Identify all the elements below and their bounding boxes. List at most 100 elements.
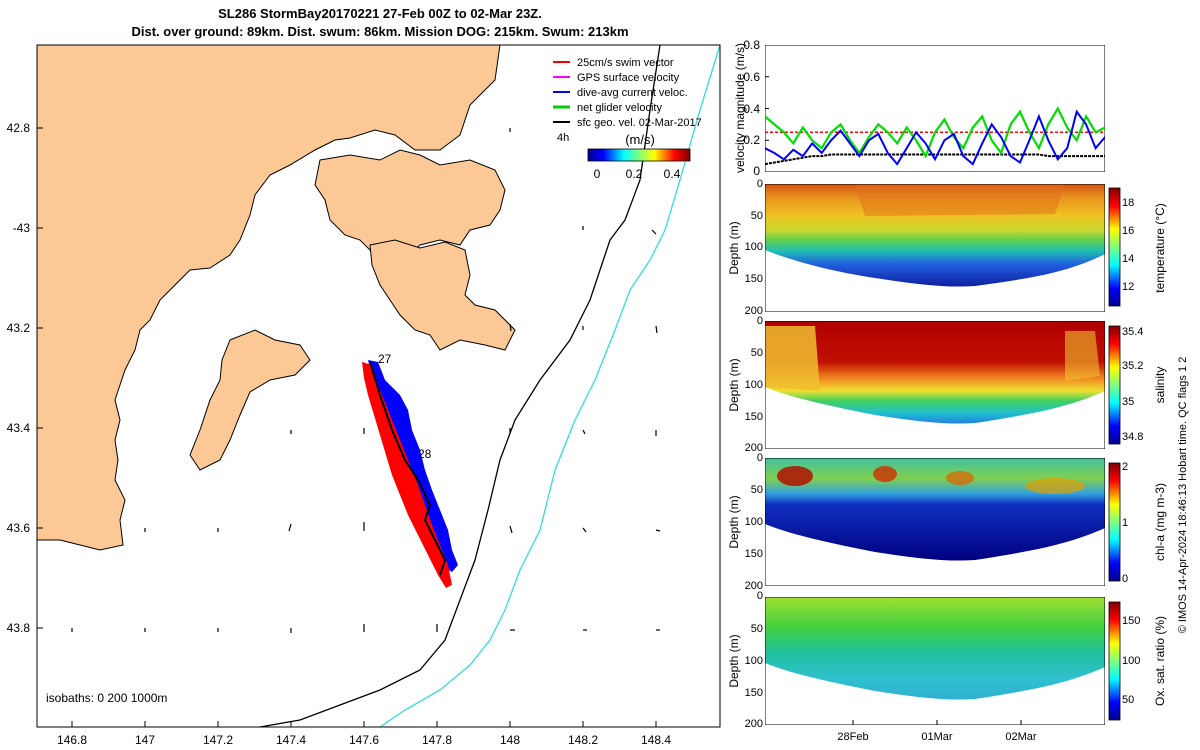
chlorophyll-section (765, 458, 1105, 586)
colorbar-tick-label: 0.2 (626, 167, 643, 181)
map-x-tick-label: 148 (500, 733, 520, 747)
chlorophyll-colorbar (1108, 462, 1121, 582)
velocity-panel (765, 45, 1105, 172)
depth-tick-label: 0 (756, 452, 763, 464)
time-tick-label: 28Feb (837, 731, 869, 743)
oxygen-y-axis-label: Depth (m) (727, 634, 741, 688)
salinity-colorbar-label: salinity (1153, 366, 1167, 404)
velocity-y-tick-label: 0.4 (743, 102, 760, 116)
cbar-tick-label: 150 (1122, 615, 1141, 627)
cbar-tick-label: 16 (1122, 225, 1135, 237)
cbar-tick-label: 35 (1122, 396, 1135, 408)
salinity-field (765, 321, 1105, 424)
chlorophyll-colorbar-label: chl-a (mg m-3) (1153, 482, 1167, 562)
velocity-y-tick-label: 0.6 (743, 70, 760, 84)
depth-tick-label: 150 (744, 687, 763, 699)
chl-bloom-patch (873, 466, 897, 482)
cbar-tick-label: 34.8 (1122, 431, 1144, 443)
velocity-colorbar (587, 148, 691, 162)
sfc-velocity-arrows (71, 128, 661, 633)
map-y-tick-label: 43.4 (7, 421, 31, 435)
map-x-tick-label: 146.8 (57, 733, 87, 747)
temperature-section (765, 184, 1105, 312)
temperature-colorbar-label: temperature (°C) (1153, 203, 1167, 293)
depth-tick-label: 150 (744, 411, 763, 423)
bathymetry-1000m (379, 45, 720, 727)
salinity-section (765, 321, 1105, 449)
depth-tick-label: 100 (744, 379, 763, 391)
bathymetry-200m (259, 45, 661, 727)
legend-label: dive-avg current veloc. (577, 87, 688, 99)
depth-tick-label: 100 (744, 241, 763, 253)
track-day-label: 28 (418, 447, 432, 461)
cbar-tick-label: 1 (1122, 517, 1129, 529)
velocity-y-tick-label: 0.2 (743, 133, 760, 147)
temperature-colorbar (1108, 187, 1121, 307)
chl-bloom-patch (946, 471, 974, 485)
map-frame (36, 44, 721, 728)
depth-tick-label: 150 (744, 548, 763, 560)
legend-label: 25cm/s swim vector (577, 57, 674, 69)
cbar-tick-label: 18 (1122, 197, 1135, 209)
tasman-peninsula (369, 239, 516, 351)
swim-vector-swath (362, 362, 452, 588)
depth-tick-label: 200 (744, 718, 763, 730)
map-x-tick-label: 148.4 (641, 733, 671, 747)
cbar-tick-label: 35.4 (1122, 326, 1144, 338)
cbar-tick-label: 14 (1122, 253, 1135, 265)
map-x-tick-label: 147 (135, 733, 155, 747)
temperature-y-axis-label: Depth (m) (727, 221, 741, 275)
cbar-tick-label: 12 (1122, 281, 1135, 293)
velocity-y-tick-label: 0.8 (743, 38, 760, 52)
map-x-tick-label: 147.6 (349, 733, 379, 747)
map-legend: 25cm/s swim vector GPS surface velocity … (553, 57, 702, 144)
section-colorbars (1108, 187, 1121, 721)
oxygen-section (765, 597, 1105, 725)
cbar-tick-label: 0 (1122, 573, 1129, 585)
map-y-tick-label: 42.8 (7, 121, 31, 135)
velocity-y-axis-label: velocity magnitude (m/s) (733, 42, 747, 174)
figure-title: SL286 StormBay20170221 27-Feb 00Z to 02-… (218, 6, 542, 21)
map-x-tick-label: 148.2 (568, 733, 598, 747)
net-glider-velocity-line (765, 106, 1105, 159)
cbar-tick-label: 2 (1122, 461, 1129, 473)
depth-tick-label: 100 (744, 655, 763, 667)
map-y-ticks (37, 127, 43, 629)
depth-tick-label: 50 (750, 347, 763, 359)
track-day-label: 27 (378, 352, 392, 366)
cbar-tick-label: 100 (1122, 655, 1141, 667)
map-x-ticks (71, 721, 657, 727)
copyright-footer: © IMOS 14-Apr-2024 18:46:13 Hobart time.… (1177, 356, 1189, 634)
depth-tick-label: 100 (744, 516, 763, 528)
chl-bloom-patch (1025, 478, 1085, 494)
dive-avg-current-line (765, 109, 1105, 166)
map-x-tick-label: 147.2 (203, 733, 233, 747)
oxygen-colorbar (1108, 601, 1121, 721)
isobath-label: isobaths: 0 200 1000m (46, 691, 167, 705)
oxygen-colorbar-label: Ox. sat. ratio (%) (1153, 615, 1167, 707)
duration-label: 4h (557, 132, 569, 144)
dive-avg-current-swath (368, 360, 458, 572)
depth-tick-label: 50 (750, 484, 763, 496)
depth-tick-label: 0 (756, 315, 763, 327)
forestier-peninsula (314, 149, 506, 276)
map-y-tick-label: 43.2 (7, 321, 31, 335)
depth-tick-label: 50 (750, 210, 763, 222)
low-salinity-patch (1065, 331, 1100, 381)
figure-subtitle: Dist. over ground: 89km. Dist. swum: 86k… (131, 24, 629, 39)
legend-label: GPS surface velocity (577, 72, 680, 84)
depth-tick-label: 150 (744, 273, 763, 285)
depth-tick-label: 200 (744, 305, 763, 317)
map-x-tick-label: 147.8 (422, 733, 452, 747)
map-y-tick-label: 43.6 (7, 521, 31, 535)
depth-tick-label: 200 (744, 580, 763, 592)
cbar-tick-label: 50 (1122, 694, 1135, 706)
velocity-y-tick-label: 0 (753, 164, 760, 178)
time-tick-label: 01Mar (921, 731, 953, 743)
salinity-colorbar (1108, 325, 1121, 445)
chl-bloom-patch (777, 466, 813, 486)
colorbar-tick-label: 0 (594, 167, 601, 181)
salinity-y-axis-label: Depth (m) (727, 358, 741, 412)
land-mass (37, 45, 501, 551)
depth-tick-label: 0 (756, 178, 763, 190)
